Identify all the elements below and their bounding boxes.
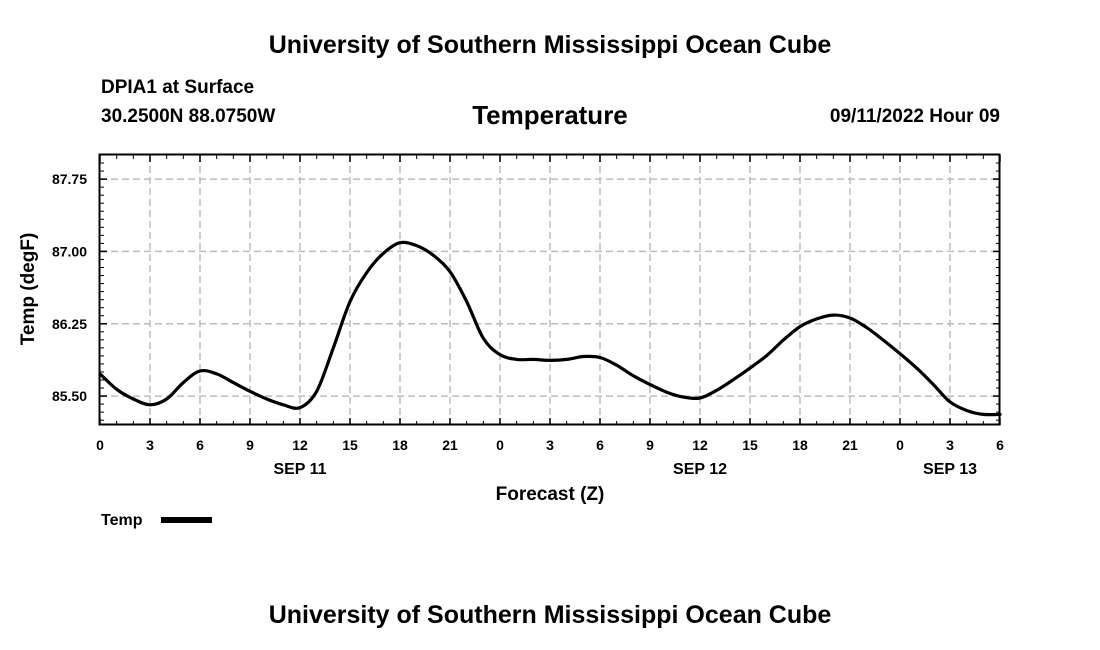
y-tick-label: 85.50 bbox=[52, 388, 87, 404]
x-tick-label: 6 bbox=[996, 437, 1004, 453]
legend-label: Temp bbox=[101, 512, 143, 529]
y-axis-label: Temp (degF) bbox=[18, 233, 39, 346]
x-tick-label: 0 bbox=[96, 437, 104, 453]
grid bbox=[100, 155, 1000, 425]
y-tick-label: 86.25 bbox=[52, 316, 87, 332]
x-tick-label: 9 bbox=[246, 437, 254, 453]
x-tick-label: 21 bbox=[842, 437, 858, 453]
station-label: DPIA1 at Surface bbox=[101, 77, 255, 98]
station-coordinates: 30.2500N 88.0750W bbox=[101, 106, 276, 127]
x-tick-label: 18 bbox=[792, 437, 808, 453]
x-tick-label: 3 bbox=[546, 437, 554, 453]
x-tick-label: 0 bbox=[896, 437, 904, 453]
x-tick-label: 9 bbox=[646, 437, 654, 453]
y-tick-label: 87.00 bbox=[52, 243, 87, 259]
x-tick-label: 18 bbox=[392, 437, 408, 453]
axes: 0 3 6 9 12 15 18 21 0 3 6 9 12 15 18 21 0 3 6 SEP 11 SEP 12 S… bbox=[52, 154, 1004, 478]
x-tick-label: 6 bbox=[196, 437, 204, 453]
x-tick-label: 3 bbox=[146, 437, 154, 453]
footer-title: University of Southern Mississippi Ocean… bbox=[268, 601, 832, 629]
date-label: SEP 11 bbox=[273, 461, 326, 478]
legend: Temp bbox=[101, 512, 212, 529]
x-tick-label: 21 bbox=[442, 437, 458, 453]
date-label: SEP 12 bbox=[673, 461, 727, 478]
x-axis-label: Forecast (Z) bbox=[496, 484, 605, 505]
x-tick-label: 12 bbox=[292, 437, 308, 453]
x-tick-label: 12 bbox=[692, 437, 708, 453]
date-label: SEP 13 bbox=[923, 461, 977, 478]
chart-title: Temperature bbox=[472, 100, 628, 130]
forecast-datetime: 09/11/2022 Hour 09 bbox=[829, 106, 1000, 127]
temp-series-line bbox=[98, 240, 1002, 417]
page-title: University of Southern Mississippi Ocean… bbox=[268, 31, 832, 59]
y-tick-label: 87.75 bbox=[52, 171, 87, 187]
x-tick-label: 15 bbox=[742, 437, 758, 453]
x-tick-label: 0 bbox=[496, 437, 504, 453]
x-tick-label: 6 bbox=[596, 437, 604, 453]
x-tick-label: 3 bbox=[946, 437, 954, 453]
x-tick-label: 15 bbox=[342, 437, 358, 453]
